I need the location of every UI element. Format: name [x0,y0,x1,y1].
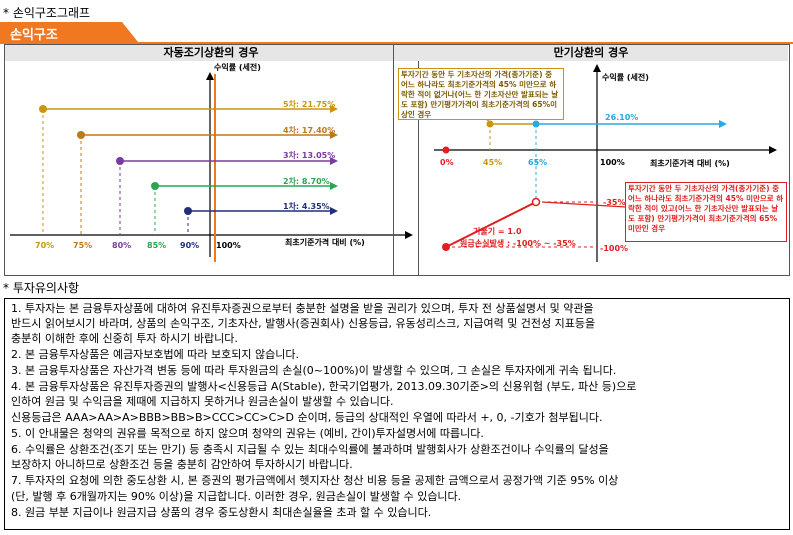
notes-box: 1. 투자자는 본 금융투자상품에 대하여 유진투자증권으로부터 충분한 설명을… [4,298,790,530]
right-tick-45: 45% [483,158,503,167]
note-line: 6. 수익률은 상환조건(조기 또는 만기) 등 충족시 지급될 수 있는 최대… [11,443,609,456]
left-chart [10,72,413,262]
section-title-graph: * 손익구조그래프 [3,6,91,20]
left-tick-100: 100% [216,241,241,250]
note-line: 4. 본 금융투자상품은 유진투자증권의 발행사<신용등급 A(Stable),… [11,380,637,393]
right-loss-range-label: 원금손실발생 : -100% ~ -35% [460,239,576,248]
note-line: 충분히 이해한 후에 신중히 투자 하시기 바랍니다. [11,332,238,345]
series-label-5: 5차: 21.75% [283,100,336,109]
note-line: 신용등급은 AAA>AA>A>BBB>BB>B>CCC>CC>C>D 순이며, … [11,411,603,424]
note-line: 5. 이 안내물은 청약의 권유를 목적으로 하지 않으며 청약의 권유는 (예… [11,427,484,440]
right-tick-100: 100% [600,158,625,167]
right-minus100-label: -100% [600,244,629,253]
section-tab-banner [0,22,138,42]
left-panel-title: 자동조기상환의 경우 [5,45,417,61]
callout-redemption-condition: 투자기간 동안 두 기초자산의 가격(종가기준) 중 어느 하나라도 최초기준가… [398,68,564,120]
note-line: (단, 발행 후 6개월까지는 90% 이상)을 지급합니다. 이러한 경우, … [11,490,462,503]
series-label-1: 1차: 4.35% [283,202,330,211]
note-line: 3. 본 금융투자상품은 자산가격 변동 등에 따라 투자원금의 손실(0~10… [11,364,617,377]
right-chart [434,64,777,262]
note-line: 반드시 읽어보시기 바라며, 상품의 손익구조, 기초자산, 발행사(증권회사)… [11,317,596,330]
note-line: 1. 투자자는 본 금융투자상품에 대하여 유진투자증권으로부터 충분한 설명을… [11,302,594,315]
left-x-axis-label: 최초기준가격 대비 (%) [285,238,365,247]
note-line: 인하여 원금 및 수익금을 제때에 지급하지 못하거나 원금손실이 발생할 수 … [11,395,394,408]
note-line: 2. 본 금융투자상품은 예금자보호법에 따라 보호되지 않습니다. [11,348,299,361]
right-panel-title: 만기상환의 경우 [394,45,788,61]
right-y-axis-label: 수익률 (세전) [602,73,649,82]
divider [0,42,793,44]
right-minus35-label: -35% [603,198,626,207]
left-y-axis-label: 수익률 (세전) [214,63,261,72]
left-tick-85: 85% [147,241,167,250]
right-tick-65: 65% [528,158,548,167]
right-return-label: 26.10% [605,113,639,122]
left-tick-75: 75% [73,241,93,250]
right-x-axis-label: 최초기준가격 대비 (%) [650,159,730,168]
right-slope-label: 기울기 = 1.0 [473,227,522,236]
left-tick-80: 80% [112,241,132,250]
left-panel [4,44,419,276]
left-tick-90: 90% [180,241,200,250]
note-line: 7. 투자자의 요청에 의한 중도상환 시, 본 증권의 평가금액에서 헷지자산… [11,474,619,487]
callout-loss-condition: 투자기간 동안 두 기초자산의 가격(종가기준) 중 어느 하나라도 최초기준가… [625,182,787,242]
series-label-4: 4차: 17.40% [283,126,336,135]
series-label-2: 2차: 8.70% [283,177,330,186]
section-title-notes: * 투자유의사항 [3,281,80,295]
section-tab-label: 손익구조 [10,28,58,43]
left-tick-70: 70% [35,241,55,250]
series-label-3: 3차: 13.05% [283,151,336,160]
note-line: 보장하지 아니하므로 상환조건 등을 충분히 감안하여 투자하시기 바랍니다. [11,458,353,471]
right-panel [393,44,790,276]
right-tick-0: 0% [440,158,454,167]
note-line: 8. 원금 부분 지급이나 원금지급 상품의 경우 중도상환시 최대손실율을 초… [11,506,432,519]
